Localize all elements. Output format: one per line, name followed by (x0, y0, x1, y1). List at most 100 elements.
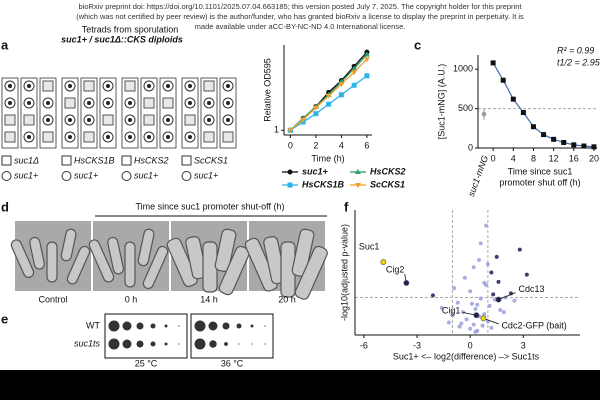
point (490, 60, 496, 66)
spot (178, 343, 180, 345)
point (446, 320, 451, 325)
x-tick-label: 4 (511, 153, 516, 163)
point (439, 305, 444, 310)
x-tick-label: 0 (468, 340, 473, 350)
point (338, 82, 345, 88)
x-tick-label: 0 (288, 140, 293, 150)
legend-marker (355, 169, 361, 174)
x-tick-label: 20 (589, 153, 599, 163)
colony-core (8, 101, 12, 105)
legend-label: HsCKS1B (74, 155, 115, 165)
spot (208, 321, 218, 331)
tetrad-strip (39, 77, 57, 149)
point (478, 296, 483, 301)
spot (122, 339, 132, 349)
point (477, 258, 482, 262)
panel-label: f (344, 199, 349, 214)
point (491, 292, 496, 297)
point (478, 241, 483, 246)
point (468, 289, 473, 294)
point (471, 265, 476, 270)
spot (164, 324, 168, 328)
point (498, 308, 503, 312)
y-tick-label: 1000 (453, 64, 473, 74)
x-axis-label: Time (h) (311, 153, 344, 163)
image-label: Control (38, 294, 67, 304)
cell (291, 228, 315, 277)
spot (164, 342, 168, 346)
point-label: Cdc13 (519, 284, 545, 294)
point (450, 313, 455, 318)
tetrad-strip (219, 77, 237, 149)
x-tick-label: 16 (569, 153, 579, 163)
colony-core (166, 118, 170, 122)
point (300, 117, 307, 123)
point (517, 247, 522, 252)
point (501, 310, 506, 315)
point (459, 321, 464, 326)
annotation: t1/2 = 2.95 h (557, 57, 600, 67)
no-colony (162, 97, 174, 109)
panel-subtitle: suc1+ / suc1Δ::CKS diploids (61, 34, 183, 44)
colony-core (27, 135, 31, 139)
spot (178, 325, 180, 327)
point (480, 323, 485, 328)
point (364, 73, 370, 79)
no-colony (42, 80, 54, 92)
cell (218, 245, 250, 296)
x-tick-label: -6 (360, 340, 368, 350)
no-colony (143, 114, 155, 126)
spot (108, 338, 120, 350)
legend-square (181, 155, 192, 166)
spot (236, 323, 242, 329)
image-label: 20 h (278, 294, 296, 304)
point (363, 57, 370, 63)
colony-core (27, 84, 31, 88)
colony-core (8, 84, 12, 88)
colony-core (166, 135, 170, 139)
point (551, 136, 557, 142)
cell (166, 237, 198, 288)
spot (209, 340, 217, 348)
point (455, 300, 460, 305)
leader-line (498, 292, 516, 300)
point (512, 298, 517, 303)
no-colony (102, 114, 114, 126)
point (351, 65, 358, 71)
colony-core (106, 101, 110, 105)
highlight-point (480, 315, 487, 322)
colony-core (147, 135, 151, 139)
highlight-point (473, 312, 480, 319)
spot (108, 320, 120, 332)
x-tick-label: -3 (413, 340, 421, 350)
point (510, 96, 516, 102)
panel-title: Time since suc1 promoter shut-off (h) (135, 201, 284, 211)
x-tick-label: 12 (549, 153, 559, 163)
y-tick-label: 0 (468, 142, 473, 152)
point-label: Cdc2-GFP (bait) (501, 321, 566, 331)
point (468, 326, 473, 331)
x-axis-label: Time since suc1 (508, 166, 573, 176)
legend-circle (1, 171, 12, 181)
plate (104, 313, 188, 359)
no-colony (143, 97, 155, 109)
legend-marker (355, 183, 361, 188)
cell (66, 245, 91, 285)
point (363, 51, 370, 57)
tetrad-strip (159, 77, 177, 149)
no-colony (124, 80, 136, 92)
point (482, 312, 487, 317)
image-label: 14 h (200, 294, 218, 304)
point (524, 272, 529, 277)
x-tick-label: 8 (531, 153, 536, 163)
reference-point (481, 111, 487, 117)
colony-core (166, 84, 170, 88)
no-colony (42, 131, 54, 143)
point (500, 77, 506, 83)
spot (250, 324, 254, 328)
legend-marker (287, 182, 293, 188)
colony-core (68, 135, 72, 139)
colony-core (188, 84, 192, 88)
legend-circle (181, 171, 192, 181)
